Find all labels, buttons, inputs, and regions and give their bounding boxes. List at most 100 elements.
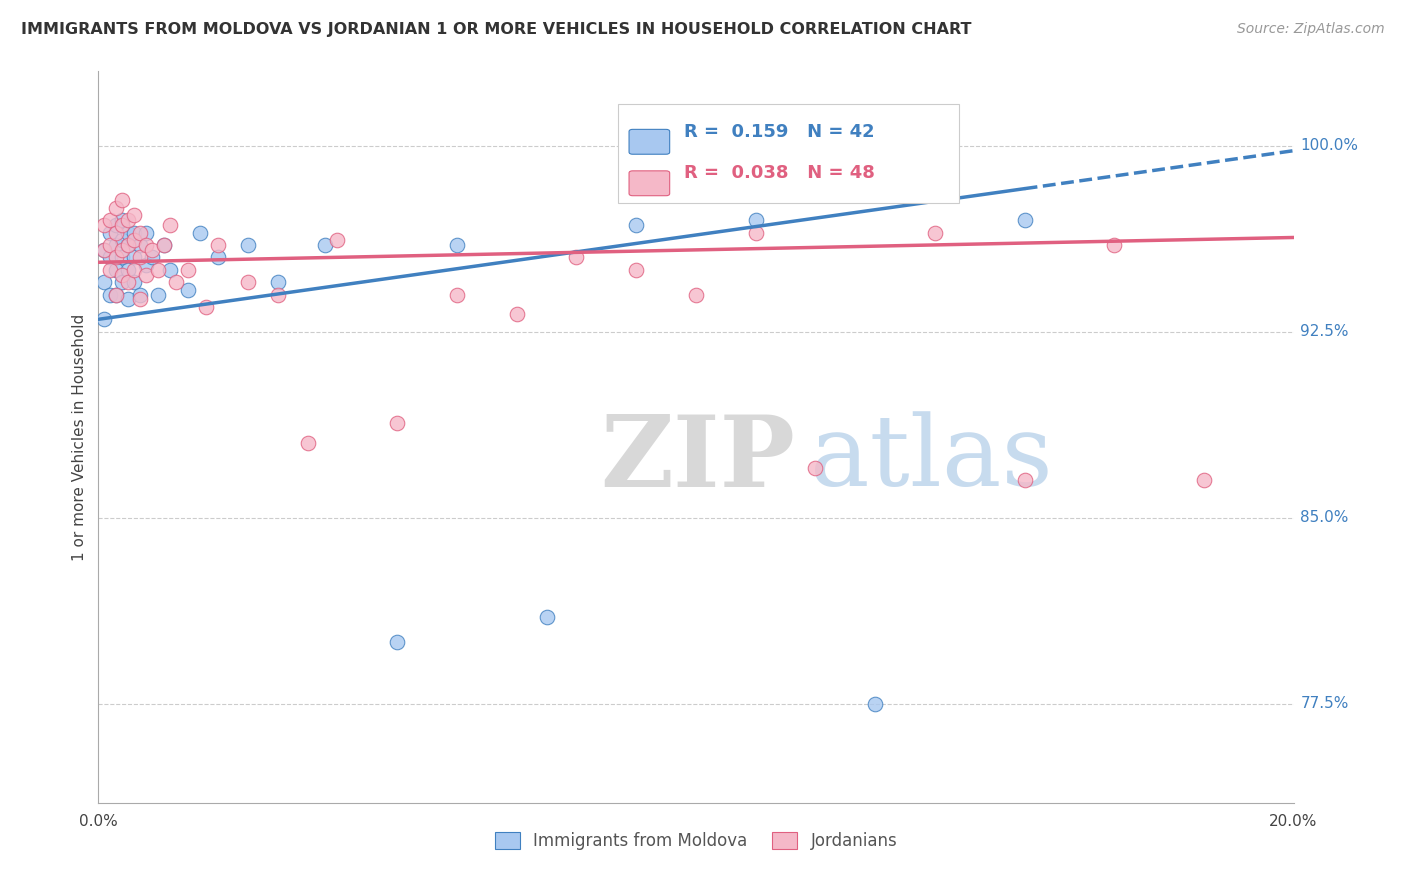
Text: IMMIGRANTS FROM MOLDOVA VS JORDANIAN 1 OR MORE VEHICLES IN HOUSEHOLD CORRELATION: IMMIGRANTS FROM MOLDOVA VS JORDANIAN 1 O…	[21, 22, 972, 37]
Point	[148, 287, 170, 301]
Point	[124, 250, 146, 264]
Point	[385, 634, 409, 648]
Point	[98, 287, 122, 301]
Point	[626, 218, 648, 232]
Point	[117, 238, 139, 252]
Point	[506, 307, 529, 321]
Point	[117, 275, 139, 289]
Point	[153, 238, 176, 252]
Point	[111, 243, 134, 257]
Point	[207, 250, 229, 264]
Point	[105, 287, 128, 301]
Point	[124, 208, 146, 222]
Point	[536, 610, 558, 624]
Point	[1104, 238, 1126, 252]
Point	[117, 213, 139, 227]
Point	[177, 283, 200, 297]
FancyBboxPatch shape	[628, 171, 669, 195]
Text: R =  0.159   N = 42: R = 0.159 N = 42	[685, 123, 875, 141]
Point	[98, 262, 122, 277]
Text: 0.0%: 0.0%	[79, 814, 118, 829]
Point	[111, 268, 134, 282]
Point	[105, 238, 128, 252]
Point	[98, 250, 122, 264]
Point	[129, 287, 152, 301]
Point	[111, 194, 134, 208]
Text: atlas: atlas	[810, 411, 1052, 507]
Point	[745, 226, 768, 240]
Point	[117, 293, 139, 307]
Point	[159, 262, 181, 277]
Point	[111, 218, 134, 232]
Point	[129, 250, 152, 264]
Text: R =  0.038   N = 48: R = 0.038 N = 48	[685, 164, 875, 182]
Point	[129, 238, 152, 252]
Point	[93, 243, 115, 257]
Point	[117, 238, 139, 252]
Point	[141, 243, 163, 257]
Point	[135, 238, 157, 252]
Point	[117, 226, 139, 240]
Point	[124, 262, 146, 277]
Point	[153, 238, 176, 252]
Point	[315, 238, 337, 252]
Point	[105, 201, 128, 215]
Text: ZIP: ZIP	[600, 410, 796, 508]
Point	[129, 293, 152, 307]
Point	[446, 287, 468, 301]
Y-axis label: 1 or more Vehicles in Household: 1 or more Vehicles in Household	[72, 313, 87, 561]
Point	[111, 250, 134, 264]
Point	[385, 417, 409, 431]
Point	[446, 238, 468, 252]
Point	[105, 218, 128, 232]
Point	[148, 262, 170, 277]
Point	[267, 287, 290, 301]
Point	[141, 250, 163, 264]
Point	[165, 275, 187, 289]
Point	[1192, 474, 1215, 488]
FancyBboxPatch shape	[628, 129, 669, 154]
Point	[124, 226, 146, 240]
Point	[267, 275, 290, 289]
Point	[804, 461, 827, 475]
Text: 92.5%: 92.5%	[1301, 324, 1348, 339]
Text: 100.0%: 100.0%	[1301, 138, 1358, 153]
Point	[1014, 474, 1036, 488]
Point	[135, 226, 157, 240]
Text: 20.0%: 20.0%	[1270, 814, 1317, 829]
Text: 85.0%: 85.0%	[1301, 510, 1348, 525]
Point	[745, 213, 768, 227]
Point	[177, 262, 200, 277]
Point	[124, 233, 146, 247]
Point	[105, 226, 128, 240]
Point	[111, 213, 134, 227]
Point	[865, 697, 887, 711]
FancyBboxPatch shape	[619, 104, 959, 203]
Point	[98, 238, 122, 252]
Point	[195, 300, 218, 314]
Point	[1014, 213, 1036, 227]
Point	[565, 250, 588, 264]
Point	[297, 436, 319, 450]
Point	[93, 243, 115, 257]
Point	[626, 262, 648, 277]
Point	[111, 233, 134, 247]
Legend: Immigrants from Moldova, Jordanians: Immigrants from Moldova, Jordanians	[488, 825, 904, 856]
Point	[111, 275, 134, 289]
Point	[129, 226, 152, 240]
Point	[236, 275, 259, 289]
Point	[98, 213, 122, 227]
Point	[93, 312, 115, 326]
Point	[117, 262, 139, 277]
Point	[105, 262, 128, 277]
Point	[135, 258, 157, 272]
Point	[188, 226, 211, 240]
Point	[93, 275, 115, 289]
Point	[93, 218, 115, 232]
Point	[159, 218, 181, 232]
Point	[124, 275, 146, 289]
Point	[236, 238, 259, 252]
Point	[98, 226, 122, 240]
Point	[685, 287, 707, 301]
Point	[105, 287, 128, 301]
